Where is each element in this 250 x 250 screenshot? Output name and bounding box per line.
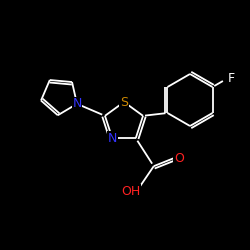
Text: S: S <box>120 96 128 108</box>
Text: O: O <box>174 152 184 165</box>
Text: F: F <box>228 72 235 86</box>
Text: N: N <box>108 132 117 145</box>
Text: OH: OH <box>121 185 141 198</box>
Text: N: N <box>72 97 82 110</box>
